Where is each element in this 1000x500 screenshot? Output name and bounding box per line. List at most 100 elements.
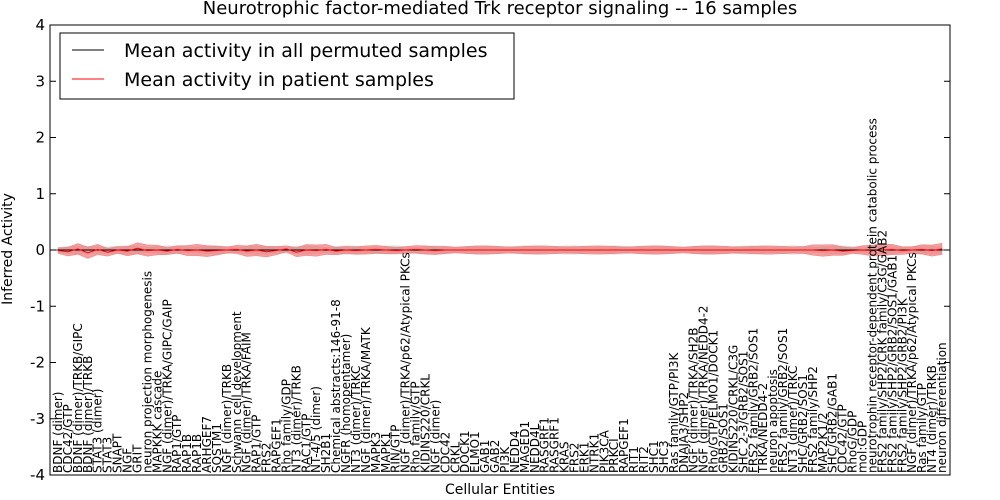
x-tick-label: NTRK1 [587,433,601,473]
x-tick-label: neurotrophin receptor-dependent protein … [865,118,879,473]
x-tick-label: RAC1/GTP [299,414,313,473]
x-tick-label: NGF (dimer) [428,400,442,473]
x-tick-label: NGF (dimer)/TRKA/FAIM [240,332,254,473]
x-tick-label: NGF (dimer)/TRKA/SH2B [687,328,701,473]
x-tick-label: RhoG/GDP [846,411,860,473]
y-tick-label: -2 [30,354,45,372]
x-tick-label: STAT3 (dimer) [91,389,105,473]
x-tick-label: RAP1B [180,434,194,473]
x-tick-label: FRS2 family/SHP2/GRB2/SOS1/GAB1 [885,255,899,473]
x-tick-label: NGF (dimer)/TRKA/p62/Atypical PKCs [905,252,919,473]
x-tick-label: ARHGEF7 [200,416,214,473]
x-tick-label: RASGRF1 [538,417,552,473]
x-axis-label: Cellular Entities [445,482,555,498]
legend-label-permuted: Mean activity in all permuted samples [124,40,487,62]
x-tick-label: Schwann cell development [230,311,244,473]
x-tick-label: NEDD4L [528,423,542,473]
series-lines [50,247,950,254]
x-tick-label: Ras family/GTP/PI3K [667,352,681,473]
x-tick-label: ELMO1 [468,431,482,473]
x-tick-label: RAP1B [190,434,204,473]
x-tick-label: BDNF (dimer)/TRKB [81,356,95,473]
x-tick-label: MAPK1 [379,432,393,473]
x-tick-label: GAB2 [488,440,502,473]
x-tick-label: NGFR (homopentamer) [339,334,353,473]
x-tick-label: MAPK3 [369,432,383,473]
x-tick-label: CDC42 [438,432,452,473]
x-tick-label: Rho family/GTP [409,381,423,473]
x-tick-label: mol:GDP [856,421,870,473]
x-tick-label: neuron projection morphogenesis [140,271,154,473]
x-tick-label: SHC 2-3/GRB2/SOS1 [736,351,750,473]
x-tick-label: CRKL [448,441,462,473]
x-tick-label: FRS2 family/SHP2/GRB2/PI3K [895,297,909,473]
x-tick-label: NGF (dimer)/TRKB [220,364,234,473]
x-tick-label: NT3 (dimer)/TRKC [349,366,363,473]
x-tick-label: RAP1/GTP [250,415,264,473]
x-tick-label: neuron apoptosis [766,369,780,473]
x-tick-label: RASGRF1 [548,417,562,473]
y-tick-label: -1 [30,297,45,315]
y-tick-label: 4 [35,16,45,34]
x-tick-label: DNAJA3/SHP2 [677,392,691,473]
x-tick-label: MAGED1 [518,421,532,473]
x-tick-label: STAT3 [101,437,115,473]
y-tick-label: 0 [35,241,45,259]
x-tick-label: BDNF (dimer)/TRKB/GIPC [71,323,85,473]
series-line-patient [57,247,943,254]
x-tick-label: RAPGEF1 [617,418,631,473]
x-tick-label: ERK1 [577,442,591,473]
x-tick-label: Rho/GTP/ELMO1/DOCK1 [707,330,721,473]
x-tick-label: NT3 (dimer)/TRKB [289,365,303,473]
x-tick-label: PI3K [498,446,512,473]
y-ticks: -4 -3 -2 -1 0 1 2 3 4 [30,16,950,484]
x-tick-label: Rho family/GDP [279,379,293,473]
x-tick-label: FRS2 family/GRB2/SOS1 [776,328,790,473]
x-tick-label: MAP2K1/2 [816,412,830,473]
x-tick-label: CDC42/GTP [61,404,75,473]
y-tick-label: 1 [35,185,45,203]
x-tick-label: FRS2 [567,443,581,474]
x-tick-label: FRS2 family/SHP2 [806,366,820,473]
x-tick-label: GAB1 [478,440,492,473]
x-tick-label: NGF (dimer)/TRKA/GIPC/GAIP [160,299,174,473]
x-tick-label: SHC/GRB2/GAB1 [826,373,840,473]
y-tick-label: -3 [30,410,45,428]
x-tick-label: TRKA/NEDD4-2 [756,383,770,474]
x-tick-label: GRIT [130,444,144,473]
x-tick-label: FRS2 [260,443,274,474]
x-tick-label: KIDINS220/CRKL [419,374,433,473]
x-tick-label: SNAPT [111,433,125,473]
x-tick-label: NEDD4 [508,430,522,473]
x-tick-label: NGF [121,448,135,473]
legend-label-patient: Mean activity in patient samples [124,69,434,91]
x-tick-label: NT4 (dimer)/TRKB [925,365,939,473]
x-tick-label: NT-4/5 (dimer) [309,386,323,473]
x-tick-label: RIT1 [627,446,641,473]
x-tick-label: Ras family/GTP [915,383,929,473]
x-tick-label: RAPGEF1 [270,418,284,473]
x-tick-label: CDC42/GTP [836,404,850,473]
x-tick-label: SHC1 [647,440,661,473]
x-tick-label: GRB2/SOS1 [716,403,730,473]
x-tick-label: NGF (dimer)/TRKA/NEDD4-2 [697,305,711,473]
x-tick-label: SQSTM1 [210,423,224,473]
x-tick-label: FRS2 family/SHP2/CRK family/C3G/GAB2 [875,230,889,473]
x-tick-label: KIDINS220/CRKL/C3G [726,345,740,473]
patient-band [57,242,943,259]
x-tick-label: RIT2 [637,446,651,473]
chart-title: Neurotrophic factor-mediated Trk recepto… [203,0,797,19]
y-tick-label: 2 [35,129,45,147]
x-tick-label: BDNF (dimer) [51,392,65,474]
legend: Mean activity in all permuted samples Me… [59,32,515,100]
x-tick-label: KRAS [558,441,572,473]
x-tick-label: SHC3 [657,440,671,473]
x-tick-label: Chemical abstracts:146-91-8 [329,299,343,473]
x-tick-label: SH2B1 [319,433,333,473]
plot-frame [49,24,951,476]
y-axis-label: Inferred Activity [0,193,16,305]
x-tick-label: NT3 (dimer)/TRKC [786,366,800,473]
x-tick-label: RIN/GTP [389,425,403,473]
